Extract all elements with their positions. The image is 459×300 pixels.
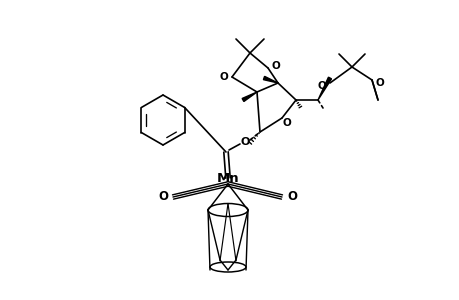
Text: O: O — [375, 78, 384, 88]
Polygon shape — [317, 77, 331, 100]
Text: Mn: Mn — [216, 172, 239, 184]
Text: O: O — [271, 61, 280, 71]
Text: O: O — [286, 190, 297, 203]
Text: O: O — [219, 72, 228, 82]
Text: O: O — [282, 118, 291, 128]
Polygon shape — [263, 76, 277, 83]
Text: O: O — [157, 190, 168, 203]
Polygon shape — [241, 92, 257, 101]
Text: O: O — [240, 137, 249, 147]
Text: O: O — [317, 81, 326, 91]
